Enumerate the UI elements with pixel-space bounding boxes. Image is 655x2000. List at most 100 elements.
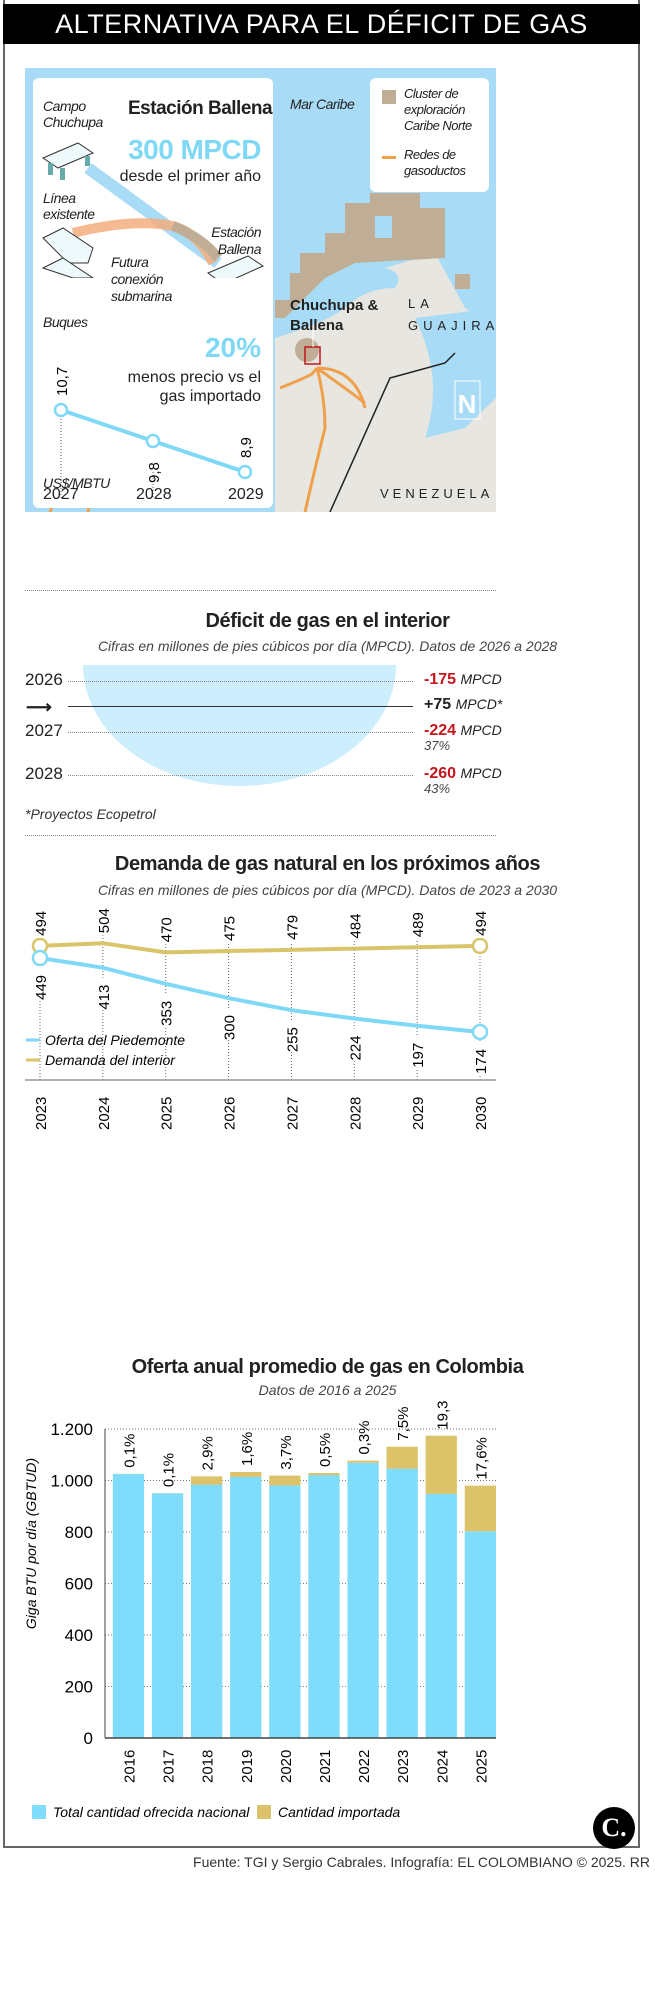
deficit-subtitle: Cifras en millones de pies cúbicos por d… [97,638,558,654]
label-futura: Futura conexión submarina [111,254,172,304]
supply-label: 353 [159,1001,176,1026]
label-campo: Campo Chuchupa [43,98,103,130]
demand-label: 484 [347,914,364,939]
card-heading: Estación Ballena [128,98,273,119]
x-tick-label: 2028 [347,1097,364,1130]
demand-label: 494 [473,911,490,936]
year-2029: 2029 [228,486,264,503]
x-tick-label: 2029 [410,1097,427,1130]
x-tick-label: 2025 [473,1750,490,1783]
bar-segment [464,1485,496,1532]
legend-cluster: Cluster de exploración Caribe Norte [404,86,472,133]
x-tick-label: 2027 [284,1097,301,1130]
legend-swatch [257,1805,271,1819]
x-tick-label: 2020 [278,1750,295,1783]
divider [25,835,496,836]
supply-label: 413 [96,985,113,1010]
discount-note: menos precio vs el gas importado [127,369,261,405]
label-bg [472,1041,488,1074]
x-tick-label: 2018 [200,1750,217,1783]
label-bg [32,968,48,1000]
y-tick-label: 200 [65,1678,93,1697]
x-tick-label: 2023 [395,1750,412,1783]
info-card: Campo Chuchupa Estación Ballena 300 MPCD… [33,78,273,508]
cluster-block [455,274,470,289]
deficit-note: *Proyectos Ecopetrol [25,806,156,822]
label-bg [157,908,174,945]
y-axis-label: Giga BTU por día (GBTUD) [23,1458,39,1629]
x-tick-label: 2016 [121,1750,138,1783]
label-bg [283,905,300,942]
bay [415,308,496,438]
label-bg [32,901,48,938]
deficit-year: 2028 [25,764,63,783]
supply-chart: 0 200 400 600 800 1.000 1.200 Giga BTU por día … [23,1400,496,1820]
label-buques: Buques [43,314,88,330]
deficit-year: 2026 [25,670,63,689]
series-point [31,949,49,967]
bar-segment [347,1460,379,1463]
label-bg [94,977,111,1010]
x-tick-label: 2021 [317,1750,334,1783]
label-estacion: Estación Ballena [211,224,261,257]
x-tick-label: 2017 [161,1750,178,1783]
legend-label: Oferta del Piedemonte [45,1032,185,1048]
legend-label: Demanda del interior [45,1052,176,1068]
label-bg [94,900,111,936]
bar-segment [386,1468,418,1738]
venezuela-border [329,352,456,512]
price-chart: 10,7 9,8 8,9 [53,367,255,498]
label-bg [346,904,363,941]
y-tick-label: 1.000 [50,1472,93,1491]
supply-label: 255 [284,1027,301,1052]
demand-title: Demanda de gas natural en los próximos a… [114,853,541,875]
x-tick-label: 2019 [239,1750,256,1783]
series-point [471,1023,489,1041]
supply-label: 300 [222,1015,239,1040]
y-tick-label: 400 [65,1626,93,1645]
north-arrow-icon: N [454,380,481,420]
supply-subtitle: Datos de 2016 a 2025 [258,1382,397,1398]
demand-label: 504 [96,908,113,933]
year-2028: 2028 [136,486,172,503]
el-colombiano-logo: C. [593,1807,635,1849]
legend-label: Cantidad importada [278,1804,400,1820]
demand-label: 470 [159,917,176,942]
pipeline [279,366,367,512]
label-bg [472,901,488,938]
series-line [39,941,481,955]
bar-label: 17,6% [473,1437,490,1480]
legend-swatch [32,1805,46,1819]
cluster-area [275,193,445,318]
demand-chart: 2023 2024 2025 2026 2027 2028 2029 2030 494 504 47… [25,900,496,1130]
bar-segment [191,1476,223,1485]
bar-label: 2,9% [200,1436,217,1470]
bar-label: 0,1% [121,1434,138,1468]
supply-label: 224 [347,1035,364,1060]
x-tick-label: 2024 [434,1750,451,1783]
deficit-value-2027: -224 MPCD 37% [424,722,502,753]
existing-line [84,163,222,268]
label-mar-caribe: Mar Caribe [290,96,355,112]
deficit-title: Déficit de gas en el interior [205,610,450,632]
x-tick-label: 2024 [96,1097,113,1130]
supply-title: Oferta anual promedio de gas en Colombia [131,1356,524,1378]
legend-redes: Redes de gasoductos [404,147,466,178]
price-label: 10,7 [54,367,71,396]
row-line [68,706,413,707]
discount-value: 20% [204,332,261,363]
capacity-value: 300 MPCD [128,134,261,165]
bar-segment [386,1446,418,1469]
label-venezuela: VENEZUELA [380,486,494,501]
year-2027: 2027 [43,486,79,503]
label-la: LA [408,296,434,311]
arrow-right-icon: ⟶ [26,697,52,717]
bar-label: 0,3% [356,1420,373,1454]
demand-label: 494 [33,911,50,936]
bar-segment [230,1476,262,1738]
x-tick-label: 2025 [159,1097,176,1130]
row-line [68,681,413,682]
supply-label: 449 [33,975,50,1000]
bar-segment [308,1473,340,1476]
bar-segment [347,1462,379,1738]
